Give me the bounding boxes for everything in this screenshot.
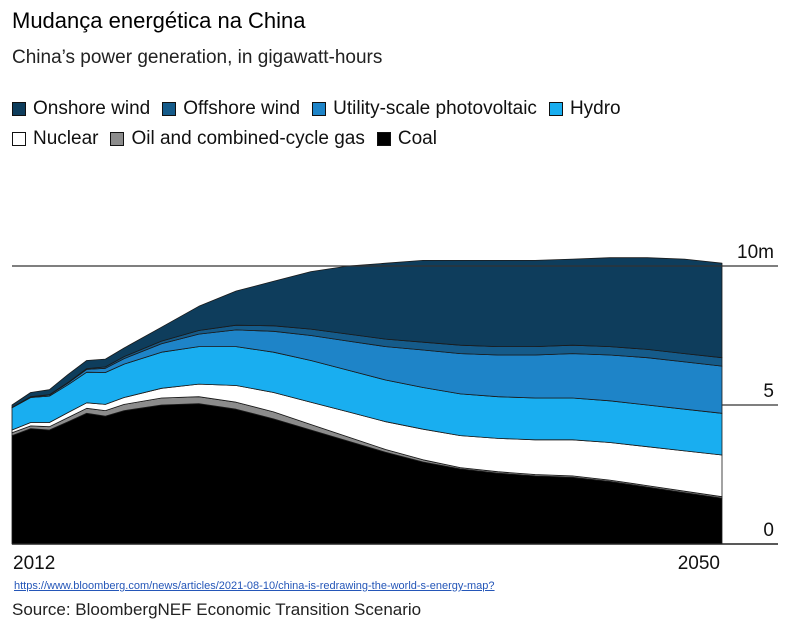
- area-onshore-wind: [11, 257, 723, 408]
- legend-swatch-hydro: [548, 102, 563, 116]
- legend-item-onshore-wind: Onshore wind: [12, 98, 150, 120]
- legend-item-coal: Coal: [376, 128, 437, 150]
- page-title: Mudança energética na China: [12, 8, 306, 33]
- legend-label-offshore-wind: Offshore wind: [183, 98, 301, 119]
- legend-label-coal: Coal: [397, 128, 437, 149]
- legend-label-onshore-wind: Onshore wind: [33, 98, 151, 119]
- y-tick-label-0: 0: [763, 520, 774, 541]
- legend-swatch-oil-and-gas: [110, 132, 125, 146]
- legend-label-nuclear: Nuclear: [33, 128, 99, 149]
- legend-swatch-coal: [376, 132, 391, 146]
- y-tick-label-5: 5: [763, 381, 774, 402]
- source-link[interactable]: https://www.bloomberg.com/news/articles/…: [14, 580, 495, 592]
- legend-item-nuclear: Nuclear: [12, 128, 98, 150]
- legend-label-hydro: Hydro: [569, 98, 621, 119]
- area-series-group: [11, 257, 723, 545]
- legend-swatch-onshore-wind: [12, 102, 26, 116]
- legend-item-offshore-wind: Offshore wind: [162, 98, 300, 120]
- x-tick-label-start: 2012: [13, 553, 55, 574]
- y-tick-label-10: 10m: [737, 242, 774, 263]
- chart-legend: Onshore wind Offshore wind Utility-scale…: [12, 94, 792, 154]
- x-tick-label-end: 2050: [678, 553, 720, 574]
- legend-item-utility-scale-photovoltaic: Utility-scale photovoltaic: [312, 98, 537, 120]
- legend-swatch-utility-scale-photovoltaic: [312, 102, 327, 116]
- gridline-group: [12, 265, 778, 545]
- legend-item-hydro: Hydro: [548, 98, 621, 120]
- legend-swatch-nuclear: [12, 132, 26, 146]
- chart-subtitle: China’s power generation, in gigawatt-ho…: [12, 47, 383, 68]
- legend-row-1: Onshore wind Offshore wind Utility-scale…: [12, 94, 792, 124]
- legend-label-oil-and-gas: Oil and combined-cycle gas: [131, 128, 365, 149]
- source-note: Source: BloombergNEF Economic Transition…: [12, 600, 422, 619]
- tick-label-group: 0 5 10m 2012 2050: [13, 242, 774, 574]
- legend-label-utility-scale-photovoltaic: Utility-scale photovoltaic: [333, 98, 537, 119]
- legend-item-oil-and-gas: Oil and combined-cycle gas: [110, 128, 365, 150]
- legend-swatch-offshore-wind: [162, 102, 177, 116]
- legend-row-2: Nuclear Oil and combined-cycle gas Coal: [12, 124, 792, 154]
